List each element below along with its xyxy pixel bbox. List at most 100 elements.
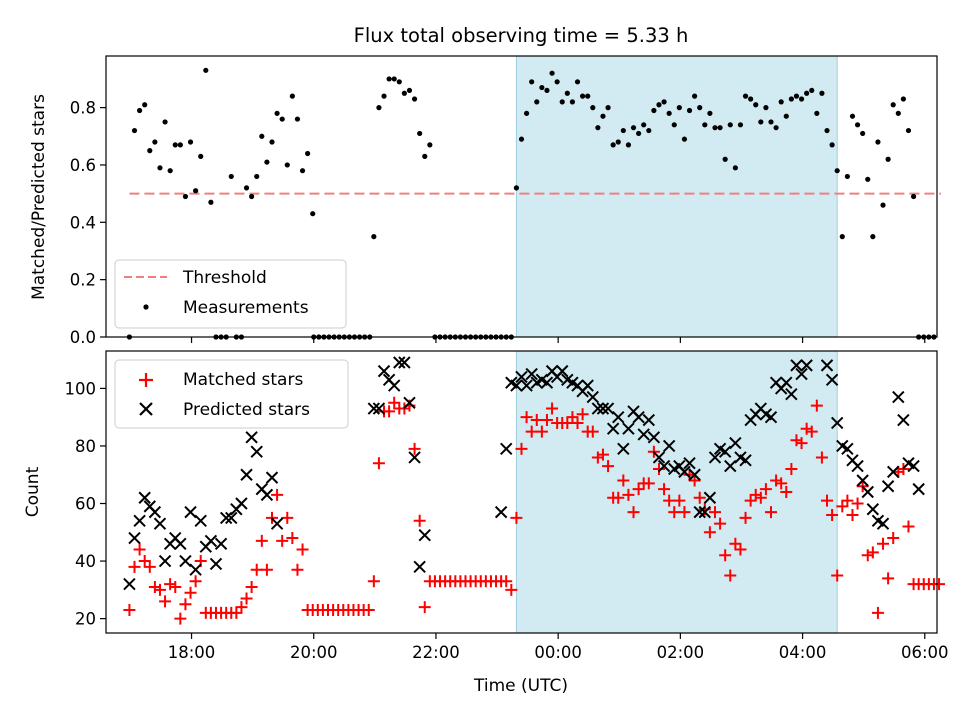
predicted-star-point <box>739 454 752 467</box>
matched-star-point <box>861 549 874 562</box>
matched-star-point <box>561 416 574 429</box>
matched-star-point <box>530 414 543 427</box>
measurement-point <box>742 93 749 99</box>
measurement-point <box>758 119 764 125</box>
x-tick-label: 22:00 <box>412 643 460 662</box>
measurement-point <box>686 107 693 114</box>
measurement-point <box>264 159 270 165</box>
measurement-point <box>641 122 647 128</box>
matched-star-point <box>546 402 559 415</box>
y-tick-label: 0.4 <box>70 213 96 232</box>
measurement-point <box>905 127 912 134</box>
matched-star-point <box>367 575 380 588</box>
matched-star-point <box>240 592 253 605</box>
matched-star-point <box>612 491 625 504</box>
matched-star-point <box>765 506 778 519</box>
predicted-star-point <box>693 505 706 519</box>
predicted-star-point <box>795 367 808 381</box>
measurement-point <box>182 193 189 200</box>
matched-star-point <box>179 598 192 611</box>
predicted-star-point <box>851 459 864 473</box>
matched-star-point <box>729 537 742 550</box>
predicted-star-point <box>866 503 880 516</box>
predicted-star-point <box>494 505 508 519</box>
predicted-star-point <box>214 537 228 551</box>
measurement-point <box>625 142 632 148</box>
matched-star-point <box>362 603 375 616</box>
predicted-star-point <box>377 364 391 378</box>
bottom-legend: Matched stars Predicted stars <box>114 359 349 429</box>
predicted-star-point <box>724 459 737 473</box>
measurement-point <box>910 193 917 200</box>
predicted-star-point <box>153 517 167 530</box>
predicted-star-point <box>586 390 599 404</box>
predicted-star-point <box>596 402 610 415</box>
measurement-point <box>585 93 591 99</box>
predicted-star-point <box>876 517 890 530</box>
predicted-star-point <box>133 514 146 527</box>
measurement-point <box>788 96 794 102</box>
matched-star-point <box>658 483 671 496</box>
y-tick-label: 40 <box>75 552 96 571</box>
y-tick-label: 60 <box>75 495 96 514</box>
y-tick-label: 0.6 <box>70 156 96 175</box>
y-tick-label: 80 <box>75 437 96 456</box>
measurement-points <box>126 67 937 340</box>
measurement-point <box>371 234 377 240</box>
matched-star-point <box>821 494 834 507</box>
matched-star-point <box>174 612 187 625</box>
measurement-point <box>651 107 657 114</box>
measurement-point <box>798 96 805 102</box>
predicted-star-point <box>235 497 248 510</box>
measurement-point <box>707 110 713 116</box>
measurement-point <box>702 122 708 128</box>
measurement-point <box>147 148 153 154</box>
matched-star-point <box>622 488 635 501</box>
measurement-point <box>386 76 392 82</box>
matched-star-point <box>805 425 818 438</box>
measurement-point <box>610 142 616 148</box>
predicted-star-point <box>515 370 528 384</box>
predicted-star-point <box>250 445 263 458</box>
matched-star-point <box>688 474 701 487</box>
x-tick-label: 06:00 <box>901 643 949 662</box>
legend-predicted-label: Predicted stars <box>183 400 310 420</box>
predicted-star-point <box>540 376 554 389</box>
measurement-point <box>539 84 545 91</box>
measurement-point <box>844 173 850 180</box>
measurement-point <box>193 188 199 194</box>
measurement-point <box>890 102 896 108</box>
predicted-star-point <box>148 505 162 519</box>
matched-star-point <box>143 560 156 573</box>
matched-star-point <box>286 532 299 545</box>
matched-star-point <box>795 437 808 450</box>
matched-star-point <box>902 520 915 533</box>
matched-star-point <box>719 549 732 562</box>
matched-star-point <box>627 506 640 519</box>
matched-star-point <box>770 474 783 487</box>
measurement-point <box>310 211 316 217</box>
matched-star-point <box>673 494 686 507</box>
measurement-point <box>137 107 143 114</box>
measurement-point <box>692 93 698 99</box>
predicted-star-point <box>204 534 218 548</box>
measurement-point <box>172 142 178 148</box>
matched-star-point <box>500 575 513 588</box>
matched-star-point <box>250 563 263 576</box>
matched-stars-points <box>123 396 946 625</box>
measurement-point <box>177 142 183 148</box>
predicted-star-point <box>830 416 844 430</box>
predicted-star-point <box>601 402 615 415</box>
matched-star-point <box>780 486 793 498</box>
matched-star-point <box>810 399 823 412</box>
predicted-star-point <box>892 390 905 404</box>
measurement-point <box>513 185 520 191</box>
predicted-star-point <box>662 439 676 453</box>
matched-star-point <box>841 494 854 507</box>
predicted-star-point <box>194 514 207 527</box>
predicted-star-point <box>647 431 661 444</box>
measurement-point <box>274 110 280 116</box>
matched-star-point <box>663 494 676 507</box>
matched-star-point <box>123 603 136 616</box>
matched-star-point <box>235 601 248 614</box>
